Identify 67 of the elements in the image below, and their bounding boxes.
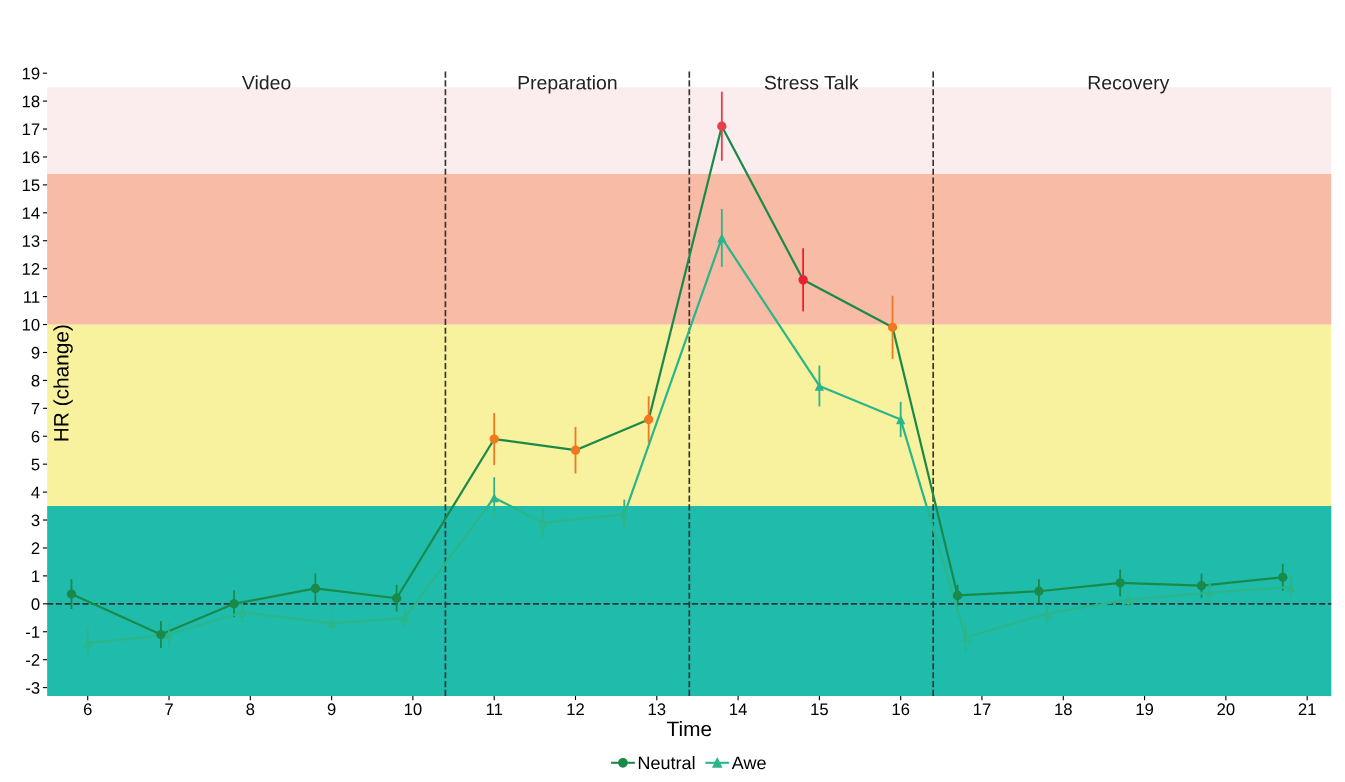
y-tick-label: 15 bbox=[22, 179, 40, 192]
point bbox=[1115, 578, 1125, 588]
point bbox=[66, 589, 77, 599]
x-tick-label: 13 bbox=[648, 703, 666, 716]
x-tick-label: 14 bbox=[730, 703, 747, 715]
y-tick-label: 4 bbox=[31, 486, 40, 499]
y-tick-label: 0 bbox=[31, 598, 40, 611]
y-tick-label: 6 bbox=[31, 430, 40, 443]
y-tick-label: 8 bbox=[31, 374, 40, 387]
legend-label: Neutral bbox=[638, 756, 695, 770]
point bbox=[310, 583, 321, 594]
y-tick-label: 13 bbox=[22, 235, 40, 247]
x-tick-label: 16 bbox=[892, 703, 910, 716]
y-axis-title: HR (change) bbox=[53, 325, 73, 441]
x-tick-label: 11 bbox=[486, 703, 503, 715]
y-tick-label: 3 bbox=[31, 514, 40, 527]
point bbox=[717, 233, 727, 243]
legend-label: Awe bbox=[731, 756, 766, 770]
point bbox=[896, 414, 906, 425]
y-tick-label: 17 bbox=[22, 123, 40, 136]
point bbox=[489, 434, 499, 444]
x-tick-label: 15 bbox=[811, 703, 828, 716]
x-tick-label: 9 bbox=[327, 703, 336, 716]
x-axis-title: Time bbox=[667, 721, 712, 737]
y-tick-label: 12 bbox=[22, 263, 40, 275]
x-tick-label: 8 bbox=[246, 703, 255, 716]
point bbox=[156, 629, 166, 640]
annotation: Video bbox=[241, 75, 291, 90]
annotation: Recovery bbox=[1088, 76, 1170, 94]
y-tick-label: 14 bbox=[22, 207, 40, 219]
point bbox=[717, 121, 727, 131]
x-tick-label: 17 bbox=[973, 703, 991, 715]
point bbox=[644, 414, 654, 425]
x-tick-label: 18 bbox=[1055, 703, 1072, 716]
y-tick-label: 1 bbox=[32, 570, 40, 582]
point bbox=[489, 493, 499, 503]
x-tick-label: 19 bbox=[1136, 703, 1154, 716]
y-tick-label: -3 bbox=[26, 682, 40, 694]
point bbox=[952, 590, 963, 601]
x-tick-label: 10 bbox=[404, 703, 422, 716]
x-tick-label: 20 bbox=[1217, 703, 1235, 716]
y-tick-label: 19 bbox=[22, 67, 40, 80]
point bbox=[798, 275, 808, 285]
x-tick-label: 21 bbox=[1298, 703, 1316, 715]
x-tick-label: 6 bbox=[83, 703, 92, 716]
point bbox=[1196, 581, 1207, 591]
point bbox=[814, 381, 825, 391]
y-tick-label: 9 bbox=[31, 346, 40, 359]
annotation: Preparation bbox=[518, 75, 617, 94]
point bbox=[887, 322, 898, 332]
y-tick-label: -1 bbox=[26, 626, 40, 638]
annotation: Stress Talk bbox=[764, 75, 859, 90]
y-tick-label: 18 bbox=[22, 95, 40, 108]
y-tick-label: -2 bbox=[26, 654, 40, 666]
point bbox=[229, 599, 239, 609]
y-tick-label: 2 bbox=[31, 542, 40, 554]
point bbox=[1278, 572, 1288, 582]
point bbox=[570, 445, 581, 455]
y-tick-label: 5 bbox=[31, 458, 40, 471]
point bbox=[1034, 586, 1044, 596]
point bbox=[391, 593, 402, 603]
y-tick-label: 11 bbox=[24, 291, 40, 303]
y-tick-label: 16 bbox=[22, 151, 40, 164]
x-tick-label: 12 bbox=[567, 703, 584, 715]
y-tick-label: 7 bbox=[31, 402, 40, 415]
y-tick-label: 10 bbox=[22, 318, 40, 331]
x-tick-label: 7 bbox=[165, 703, 173, 715]
